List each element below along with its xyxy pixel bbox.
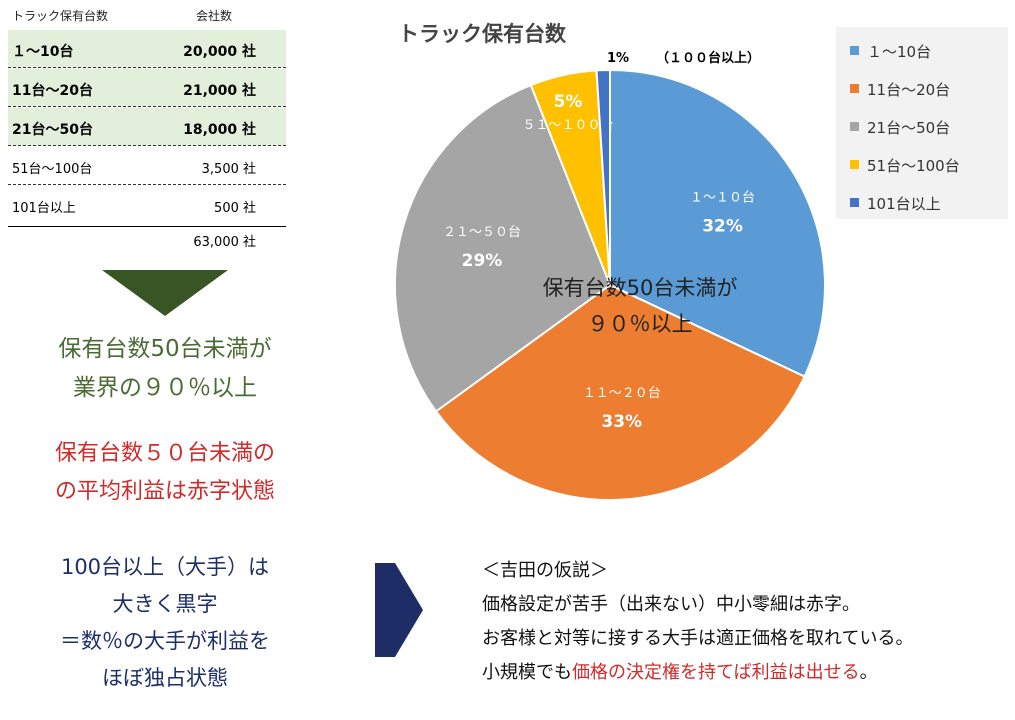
row-range: 21台～50台 — [12, 122, 93, 138]
pie-pct-label: 29% — [462, 251, 503, 271]
green-conclusion: 保有台数50台未満が 業界の９０％以上 — [0, 330, 330, 408]
legend-label: 51台～100台 — [867, 157, 960, 175]
table-header-companies: 会社数 — [196, 9, 233, 23]
legend-label: 101台以上 — [867, 195, 941, 213]
legend-label: １～10台 — [867, 43, 932, 61]
hypothesis-line-2: お客様と対等に接する大手は適正価格を取れている。 — [482, 628, 914, 649]
hypothesis-line-3: 小規模でも価格の決定権を持てば利益は出せる。 — [482, 656, 913, 690]
row-range: １～10台 — [12, 44, 74, 60]
green-line-1: 保有台数50台未満が — [58, 336, 272, 362]
table-row: 51台～100台 3,500 社 — [8, 147, 286, 185]
hypothesis-line-1: 価格設定が苦手（出来ない）中小零細は赤字。 — [482, 594, 860, 615]
hypothesis-block: ＜吉田の仮説＞ 価格設定が苦手（出来ない）中小零細は赤字。 お客様と対等に接する… — [482, 554, 913, 690]
pie-slice — [609, 68, 826, 378]
red-line-1: 保有台数５０台未満の — [54, 441, 275, 466]
hypothesis-line-3-emphasis: 価格の決定権を持てば利益は出せる — [572, 662, 860, 683]
hypothesis-line-3-suffix: 。 — [859, 662, 878, 683]
legend-label: 21台～50台 — [867, 119, 951, 137]
table-row: 11台～20台 21,000 社 — [8, 69, 286, 107]
row-range: 51台～100台 — [12, 162, 93, 177]
red-line-2: の平均利益は赤字状態 — [54, 479, 275, 504]
row-count: 21,000 社 — [183, 83, 256, 99]
navy-line-4: ほぼ独占状態 — [102, 666, 228, 690]
legend-item: 21台～50台 — [850, 117, 950, 138]
legend-item: 11台～20台 — [850, 79, 950, 100]
pie-pct-label: 1% — [607, 51, 629, 66]
right-arrow-icon — [375, 563, 423, 657]
chart-title: トラック保有台数 — [398, 22, 566, 46]
pie-slice — [394, 83, 612, 413]
green-line-2: 業界の９０％以上 — [73, 375, 257, 401]
legend-swatch — [850, 84, 859, 93]
row-range: 101台以上 — [12, 201, 76, 216]
pie-overlay-line-2: ９０％以上 — [587, 312, 693, 336]
legend-label: 11台～20台 — [867, 81, 951, 99]
pie-pct-label: 5% — [554, 92, 583, 112]
pie-name-label: ２１～５０台 — [443, 225, 521, 240]
table-header-trucks: トラック保有台数 — [12, 9, 109, 23]
legend-item: 51台～100台 — [850, 155, 960, 176]
row-count: 20,000 社 — [183, 44, 256, 60]
row-count: 3,500 社 — [201, 162, 256, 177]
navy-line-2: 大きく黒字 — [112, 592, 218, 616]
pie-name-label: （１００台以上） — [656, 50, 760, 66]
legend-swatch — [850, 160, 859, 169]
row-count: 18,000 社 — [183, 122, 256, 138]
pie-chart: １～１０台 32% １１～２０台 33% ２１～５０台 29% ５１～１００台 5% 1% （１０… — [394, 50, 826, 500]
table-row: 101台以上 500 社 — [8, 186, 286, 227]
red-note: 保有台数５０台未満の の平均利益は赤字状態 — [0, 435, 330, 511]
pie-slice — [595, 68, 611, 286]
legend-item: 101台以上 — [850, 193, 941, 214]
hypothesis-line-3-prefix: 小規模でも — [482, 662, 572, 683]
navy-line-1: 100台以上（大手）は — [60, 555, 270, 579]
down-arrow-icon — [102, 270, 228, 316]
pie-slice — [434, 283, 806, 500]
table-row: １～10台 20,000 社 — [8, 30, 286, 68]
hypothesis-heading: ＜吉田の仮説＞ — [482, 560, 608, 581]
pie-name-label: １１～２０台 — [583, 386, 661, 401]
pie-pct-label: 32% — [702, 217, 743, 237]
table-row: 21台～50台 18,000 社 — [8, 108, 286, 146]
navy-note: 100台以上（大手）は 大きく黒字 ＝数％の大手が利益を ほぼ独占状態 — [0, 549, 330, 697]
pie-overlay: 保有台数50台未満が ９０％以上 — [500, 270, 780, 342]
navy-line-3: ＝数％の大手が利益を — [60, 629, 270, 653]
row-count: 500 社 — [214, 201, 256, 216]
row-range: 11台～20台 — [12, 83, 93, 99]
pie-name-label: ５１～１００台 — [522, 118, 613, 133]
legend-swatch — [850, 122, 859, 131]
legend-item: １～10台 — [850, 41, 931, 62]
pie-name-label: １～１０台 — [690, 191, 755, 206]
legend-swatch — [850, 46, 859, 55]
pie-pct-label: 33% — [601, 412, 642, 432]
chart-legend: １～10台 11台～20台 21台～50台 51台～100台 101台以上 — [836, 27, 1008, 219]
pie-overlay-line-1: 保有台数50台未満が — [542, 276, 738, 300]
legend-swatch — [850, 198, 859, 207]
table-total: 63,000 社 — [193, 235, 256, 250]
